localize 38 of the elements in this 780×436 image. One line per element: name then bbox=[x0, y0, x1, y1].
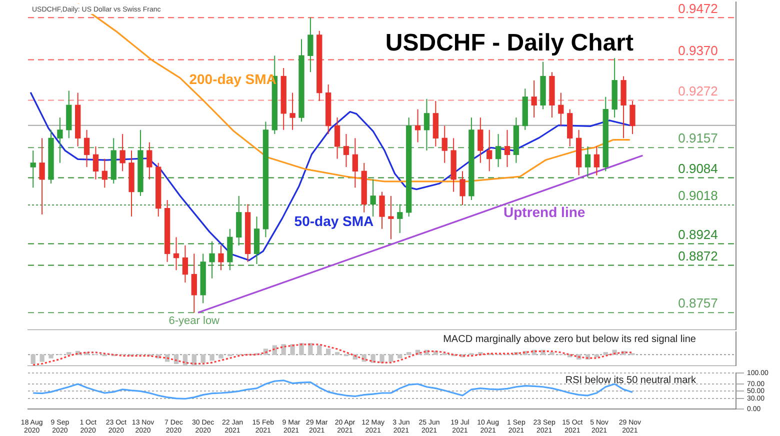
bar bbox=[218, 354, 224, 358]
ref-line-label: 0.9472 bbox=[678, 0, 718, 16]
ref-line-label: 0.9084 bbox=[678, 160, 718, 176]
bar bbox=[210, 354, 214, 361]
candlestick bbox=[290, 92, 296, 130]
ref-line-label: 0.8924 bbox=[678, 226, 718, 242]
ref-line-label: 0.9272 bbox=[678, 83, 718, 98]
bar bbox=[398, 354, 402, 358]
bar bbox=[326, 348, 331, 355]
candlestick bbox=[388, 195, 394, 240]
bar bbox=[308, 343, 313, 355]
bar bbox=[281, 344, 286, 355]
bar bbox=[40, 354, 44, 362]
bar bbox=[290, 344, 295, 355]
ref-line-label: 0.9157 bbox=[678, 130, 718, 146]
bar bbox=[603, 352, 608, 355]
bar bbox=[550, 352, 554, 355]
bar bbox=[380, 354, 384, 363]
bar bbox=[334, 352, 340, 355]
annotation: MACD marginally above zero but below its red signal line bbox=[443, 334, 696, 345]
series-label: 50-day SMA bbox=[294, 213, 374, 230]
ref-line-label: 0.9370 bbox=[678, 42, 718, 58]
bar bbox=[388, 354, 394, 362]
bar bbox=[317, 345, 322, 355]
bar bbox=[66, 352, 72, 355]
annotation: 6-year low bbox=[168, 315, 220, 328]
ref-line-label: 0.9018 bbox=[678, 188, 718, 204]
bar bbox=[48, 354, 54, 358]
bar bbox=[30, 354, 36, 364]
text: USDCHF - Daily Chart bbox=[385, 30, 634, 57]
annotation: RSI below its 50 neutral mark bbox=[565, 374, 697, 386]
bar bbox=[594, 354, 600, 358]
series-label: Uptrend line bbox=[503, 204, 586, 220]
bar bbox=[200, 354, 206, 363]
ref-line-label: 0.8757 bbox=[678, 296, 718, 311]
bar bbox=[299, 343, 304, 355]
ref-line-label: 0.8872 bbox=[678, 248, 718, 264]
bar bbox=[406, 352, 412, 355]
